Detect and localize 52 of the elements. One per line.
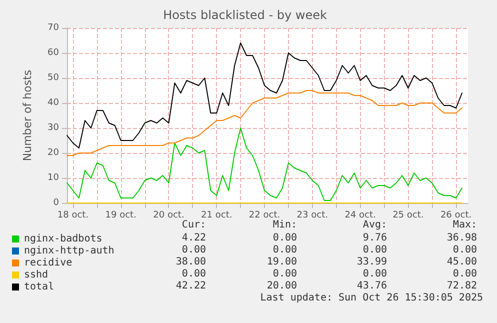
chart-title: Hosts blacklisted - by week [163, 8, 327, 22]
x-tick-label: 23 oct. [296, 210, 328, 220]
text: 36.98 [446, 232, 478, 244]
text: 45.00 [446, 256, 478, 268]
text: 0.00 [272, 244, 298, 256]
y-tick-label: 30 [48, 123, 60, 133]
line-series [66, 42, 463, 148]
y-tick-label: 20 [48, 148, 60, 158]
text: Avg: [362, 220, 388, 230]
text: 0.00 [452, 244, 478, 256]
legend-label: nginx-http-auth [24, 246, 114, 256]
text: 4.22 [182, 232, 206, 244]
text: 38.00 [176, 256, 206, 268]
text: 0.00 [362, 244, 388, 256]
text: Cur: [182, 220, 206, 230]
text: 0.00 [362, 268, 388, 280]
text: 0.00 [182, 268, 206, 280]
y-tick-label: 50 [48, 73, 60, 83]
legend-label: recidive [24, 258, 72, 268]
y-tick-label: 60 [48, 48, 60, 58]
text: 0.00 [182, 244, 206, 256]
line-series [66, 128, 463, 201]
text: 0.00 [272, 268, 298, 280]
y-tick-label: 40 [48, 98, 60, 108]
text: 33.99 [356, 256, 388, 268]
text: Last update: Sun Oct 26 15:30:05 2025 [260, 292, 484, 304]
x-tick-label: 26 oct. [440, 210, 472, 220]
text: 0.00 [452, 268, 478, 280]
line-series [66, 90, 463, 156]
y-axis-title: Number of hosts [21, 70, 34, 162]
text: Max: [452, 220, 478, 230]
text: 9.76 [362, 232, 388, 244]
x-tick-label: 22 oct. [248, 210, 280, 220]
x-tick-label: 18 oct. [57, 210, 89, 220]
legend-label: sshd [24, 270, 48, 280]
text: 19.00 [266, 256, 298, 268]
x-tick-label: 19 oct. [105, 210, 136, 220]
text: 43.76 [356, 280, 388, 292]
text: 20.00 [266, 280, 298, 292]
x-tick-label: 25 oct. [392, 210, 424, 220]
x-tick-label: 20 oct. [153, 210, 184, 220]
x-tick-label: 24 oct. [344, 210, 376, 220]
text: 72.82 [446, 280, 478, 292]
y-tick-label: 0 [53, 198, 60, 208]
text: Min: [272, 220, 298, 230]
legend-label: nginx-badbots [24, 234, 102, 244]
text: 0.00 [272, 232, 298, 244]
text: 42.22 [176, 280, 206, 292]
y-tick-label: 70 [48, 23, 60, 33]
x-tick-label: 21 oct. [201, 210, 232, 220]
y-tick-label: 10 [48, 173, 60, 183]
legend-label: total [24, 282, 54, 292]
